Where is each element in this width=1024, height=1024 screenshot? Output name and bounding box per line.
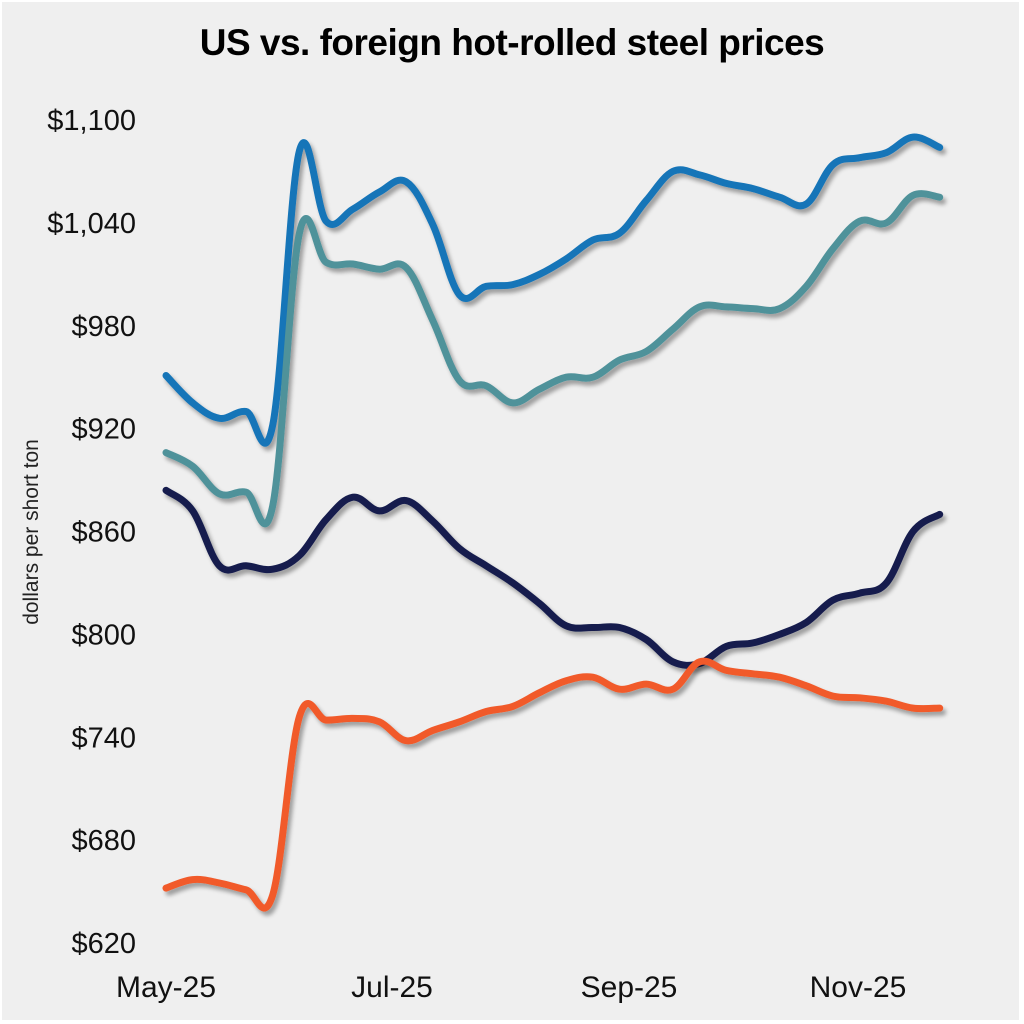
series-line-4	[162, 657, 944, 912]
x-tick-label: May-25	[116, 971, 216, 1004]
x-tick-label: Jul-25	[351, 971, 433, 1004]
x-tick-label: Nov-25	[810, 971, 907, 1004]
x-axis: May-25 Jul-25 Sep-25 Nov-25	[116, 971, 906, 1004]
series-lines	[162, 133, 944, 912]
series-line-2	[162, 190, 944, 528]
y-axis: $620 $680 $740 $800 $860 $920 $980 $1,040 $1,100	[47, 105, 136, 960]
series-line-3	[162, 486, 944, 669]
y-tick-label: $1,040	[47, 208, 136, 240]
y-axis-label: dollars per short ton	[20, 439, 43, 625]
y-tick-label: $920	[71, 414, 136, 446]
y-tick-label: $1,100	[47, 105, 136, 137]
x-tick-label: Sep-25	[581, 971, 678, 1004]
y-tick-label: $800	[71, 619, 136, 651]
y-tick-label: $680	[71, 825, 136, 857]
y-tick-label: $620	[71, 928, 136, 960]
chart-title: US vs. foreign hot-rolled steel prices	[199, 22, 825, 63]
y-tick-label: $860	[71, 517, 136, 549]
y-tick-label: $740	[71, 722, 136, 754]
series-line-1	[162, 133, 944, 447]
y-tick-label: $980	[71, 311, 136, 343]
